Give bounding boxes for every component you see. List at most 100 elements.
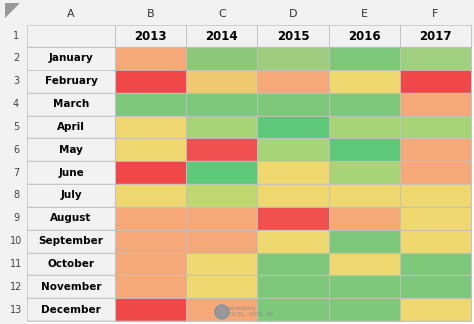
Bar <box>328 275 400 298</box>
Bar <box>400 47 471 70</box>
Bar <box>328 70 400 93</box>
Text: April: April <box>57 122 85 132</box>
Bar <box>186 138 257 161</box>
Text: 10: 10 <box>10 236 22 246</box>
Bar <box>257 93 328 115</box>
Bar <box>115 70 186 93</box>
Bar <box>186 252 257 275</box>
Bar <box>115 298 186 321</box>
Text: exceldemy
EXCEL · DATA · BI: exceldemy EXCEL · DATA · BI <box>228 307 273 317</box>
Bar <box>186 93 257 115</box>
Text: September: September <box>38 236 103 246</box>
Bar <box>400 252 471 275</box>
Text: 2: 2 <box>13 53 19 64</box>
Text: F: F <box>432 9 438 19</box>
Text: January: January <box>49 53 93 64</box>
Text: 2016: 2016 <box>348 29 381 42</box>
Bar <box>27 47 115 321</box>
Text: November: November <box>41 282 101 292</box>
Bar <box>186 115 257 138</box>
Bar <box>328 298 400 321</box>
Bar <box>400 70 471 93</box>
Text: 8: 8 <box>13 191 19 201</box>
Text: 1: 1 <box>13 31 19 41</box>
Bar <box>27 138 115 161</box>
Text: July: July <box>60 191 82 201</box>
Text: A: A <box>67 9 75 19</box>
Bar <box>400 184 471 207</box>
Circle shape <box>215 305 229 319</box>
Bar <box>328 47 400 70</box>
Text: 13: 13 <box>10 305 22 315</box>
Text: 6: 6 <box>13 145 19 155</box>
Text: March: March <box>53 99 89 109</box>
Bar <box>257 115 328 138</box>
Bar <box>115 275 186 298</box>
Bar <box>328 115 400 138</box>
Bar <box>115 25 186 47</box>
Bar <box>0 0 27 324</box>
Bar <box>186 207 257 230</box>
Text: 2013: 2013 <box>134 29 167 42</box>
Bar <box>27 184 115 207</box>
Bar <box>257 184 328 207</box>
Text: D: D <box>289 9 297 19</box>
Text: February: February <box>45 76 98 86</box>
Bar <box>257 25 328 47</box>
Text: 2014: 2014 <box>206 29 238 42</box>
Bar <box>27 207 115 230</box>
Bar <box>400 298 471 321</box>
Bar <box>27 161 115 184</box>
Bar <box>115 184 186 207</box>
Polygon shape <box>5 3 20 18</box>
Bar <box>257 230 328 252</box>
Bar <box>115 115 186 138</box>
Bar <box>328 184 400 207</box>
Bar <box>186 184 257 207</box>
Bar <box>27 25 115 47</box>
Bar <box>27 115 115 138</box>
Bar <box>257 138 328 161</box>
Bar <box>257 161 328 184</box>
Bar <box>115 161 186 184</box>
Bar <box>328 161 400 184</box>
Bar <box>257 252 328 275</box>
Text: 2017: 2017 <box>419 29 452 42</box>
Bar <box>400 230 471 252</box>
Text: 5: 5 <box>13 122 19 132</box>
Bar <box>27 230 115 252</box>
Bar <box>186 230 257 252</box>
Text: 4: 4 <box>13 99 19 109</box>
Bar <box>115 252 186 275</box>
Bar <box>186 25 257 47</box>
Bar <box>400 275 471 298</box>
Bar <box>186 47 257 70</box>
Bar <box>115 138 186 161</box>
Text: 2015: 2015 <box>277 29 310 42</box>
Bar <box>328 25 400 47</box>
Bar <box>257 70 328 93</box>
Bar <box>400 207 471 230</box>
Bar <box>0 0 474 25</box>
Bar <box>186 161 257 184</box>
Bar <box>257 47 328 70</box>
Text: 3: 3 <box>13 76 19 86</box>
Bar <box>115 207 186 230</box>
Text: May: May <box>59 145 83 155</box>
Text: December: December <box>41 305 101 315</box>
Text: June: June <box>58 168 84 178</box>
Text: C: C <box>218 9 226 19</box>
Bar <box>27 298 115 321</box>
Bar <box>257 275 328 298</box>
Bar <box>186 298 257 321</box>
Text: 7: 7 <box>13 168 19 178</box>
Text: 11: 11 <box>10 259 22 269</box>
Bar <box>257 298 328 321</box>
Bar <box>328 138 400 161</box>
Text: B: B <box>147 9 155 19</box>
Text: E: E <box>361 9 368 19</box>
Bar <box>27 47 115 70</box>
Bar <box>328 207 400 230</box>
Bar <box>27 93 115 115</box>
Bar <box>257 207 328 230</box>
